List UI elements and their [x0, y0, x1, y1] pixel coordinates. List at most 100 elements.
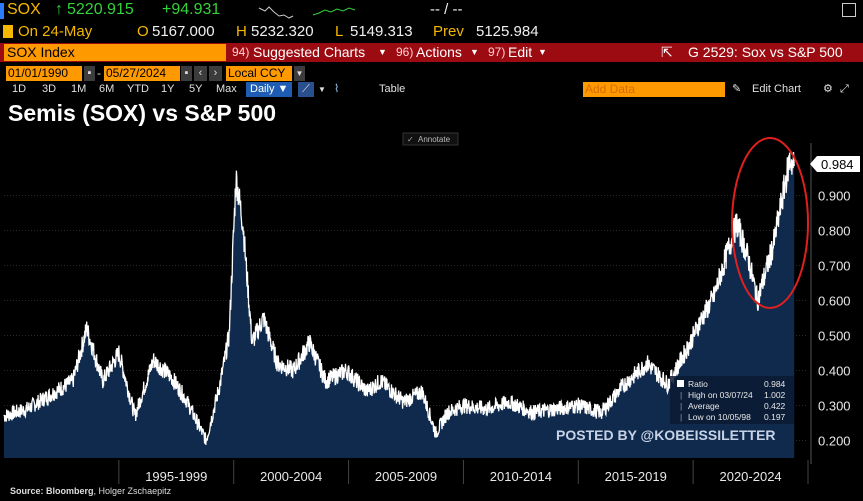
add-data-input[interactable]: Add Data [583, 82, 725, 97]
open-value: 5167.000 [152, 23, 215, 40]
x-tick-label: 2010-2014 [490, 469, 552, 484]
chevron-down-icon[interactable]: ▼ [318, 85, 326, 94]
up-arrow-icon: ↑ [55, 1, 63, 18]
period-1d[interactable]: 1D [12, 83, 27, 95]
chevron-down-icon: ▼ [470, 47, 479, 57]
y-tick-label: 0.400 [818, 364, 851, 379]
legend-ratio-value: 0.984 [764, 379, 786, 389]
calendar-icon[interactable]: ▪ [84, 66, 95, 81]
calendar-icon[interactable]: ▪ [181, 66, 192, 81]
edit-chart-button[interactable]: Edit Chart [752, 83, 801, 95]
currency-select[interactable]: Local CCY [226, 66, 292, 81]
graph-title: G 2529: Sox vs S&P 500 [688, 44, 843, 60]
highlight-circle [731, 137, 809, 309]
y-tick-label: 0.200 [818, 434, 851, 449]
open-label: O [137, 23, 149, 40]
ticker-row: SOX ↑ 5220.915 +94.931 -- / -- [0, 0, 863, 22]
y-tick-label: 0.500 [818, 329, 851, 344]
bid-ask-placeholder: -- / -- [430, 1, 463, 18]
high-value: 5232.320 [251, 23, 314, 40]
legend-avg-label: Average [688, 401, 720, 411]
svg-text:|: | [680, 412, 682, 422]
period-ytd[interactable]: YTD [127, 83, 149, 95]
frequency-select[interactable]: Daily ▼ [246, 82, 293, 97]
settings-icon[interactable]: ⚙ [823, 83, 833, 95]
popout-icon[interactable] [842, 3, 856, 17]
ticker-symbol[interactable]: SOX [7, 1, 41, 18]
table-button[interactable]: Table [379, 83, 406, 95]
legend-low-value: 0.197 [764, 412, 786, 422]
source-org: Bloomberg [46, 486, 94, 496]
sparkline-icon [258, 6, 356, 19]
chart-area[interactable]: 0.200 0.300 0.400 0.500 0.600 0.700 0.800 0.900… [0, 128, 863, 484]
legend: Ratio 0.984 | High on 03/07/24 1.002 | A… [670, 376, 794, 424]
period-3d[interactable]: 3D [42, 83, 57, 95]
security-marker [0, 3, 4, 19]
x-tick-label: 2005-2009 [375, 469, 437, 484]
annotate-button[interactable]: ✓ Annotate [402, 132, 459, 146]
suggested-charts-num: 94) [232, 45, 250, 59]
chevron-down-icon[interactable]: ▼ [294, 66, 305, 81]
end-date-input[interactable]: 05/27/2024 [104, 66, 180, 81]
last-price: 5220.915 [67, 1, 134, 18]
status-square-icon [3, 25, 13, 38]
period-1m[interactable]: 1M [71, 83, 87, 95]
y-tick-label: 0.900 [818, 189, 851, 204]
expand-icon[interactable]: ⤢ [840, 83, 849, 95]
y-tick-label: 0.600 [818, 294, 851, 309]
period-1y[interactable]: 1Y [161, 83, 175, 95]
watermark: POSTED BY @KOBEISSILETTER [556, 427, 776, 443]
chevron-down-icon: ▼ [538, 47, 547, 57]
x-tick-label: 2020-2024 [719, 469, 781, 484]
pencil-icon[interactable]: ✎ [732, 83, 742, 95]
prev-value: 5125.984 [476, 23, 539, 40]
low-value: 5149.313 [350, 23, 413, 40]
low-label: L [335, 23, 344, 40]
range-separator: - [97, 66, 101, 80]
legend-high-label: High on 03/07/24 [688, 390, 753, 400]
series-area [4, 152, 795, 458]
svg-text:|: | [680, 401, 682, 411]
period-5y[interactable]: 5Y [189, 83, 203, 95]
y-tick-label: 0.300 [818, 399, 851, 414]
source-author: , Holger Zschaepitz [93, 486, 172, 496]
svg-text:|: | [680, 390, 682, 400]
prev-label: Prev [433, 23, 464, 40]
y-tick-label: 0.800 [818, 224, 851, 239]
edit-menu[interactable]: Edit [508, 44, 533, 60]
start-date-input[interactable]: 01/01/1990 [6, 66, 82, 81]
menu-bar: SOX Index 94) Suggested Charts ▼ 96) Act… [0, 43, 863, 62]
line-chart-icon[interactable]: ⟋ [298, 82, 314, 97]
chart-type-icon[interactable]: ⌇ [334, 83, 340, 95]
annotate-label: Annotate [418, 135, 451, 144]
chevron-left-icon[interactable]: ‹ [194, 66, 207, 81]
chevron-right-icon[interactable]: › [209, 66, 222, 81]
x-axis: 1995-1999 2000-2004 2005-2009 2010-2014 2015… [118, 460, 809, 484]
edit-num: 97) [488, 45, 506, 59]
x-tick-label: 2015-2019 [605, 469, 667, 484]
series-line [3, 151, 795, 445]
chart-title: Semis (SOX) vs S&P 500 [8, 100, 277, 126]
actions-menu[interactable]: Actions [416, 44, 462, 60]
actions-num: 96) [396, 45, 414, 59]
last-value-label: 0.984 [821, 157, 854, 172]
suggested-charts-menu[interactable]: Suggested Charts [253, 44, 366, 60]
last-value-tag: 0.984 [810, 156, 860, 172]
share-icon[interactable]: ⇱ [661, 44, 673, 60]
security-field[interactable]: SOX Index [4, 44, 226, 61]
svg-text:✓: ✓ [407, 135, 414, 144]
high-label: H [236, 23, 247, 40]
legend-high-value: 1.002 [764, 390, 786, 400]
legend-avg-value: 0.422 [764, 401, 786, 411]
quote-date: On 24-May [18, 23, 93, 40]
chevron-down-icon: ▼ [378, 47, 387, 57]
x-tick-label: 2000-2004 [260, 469, 322, 484]
legend-low-label: Low on 10/05/98 [688, 412, 751, 422]
period-6m[interactable]: 6M [99, 83, 115, 95]
frequency-label: Daily [250, 83, 275, 95]
source-line: Source: Bloomberg, Holger Zschaepitz [10, 486, 171, 496]
period-max[interactable]: Max [216, 83, 237, 95]
price-change: +94.931 [162, 1, 221, 18]
ohlc-row: On 24-May O 5167.000 H 5232.320 L 5149.3… [0, 22, 863, 42]
y-tick-label: 0.700 [818, 259, 851, 274]
